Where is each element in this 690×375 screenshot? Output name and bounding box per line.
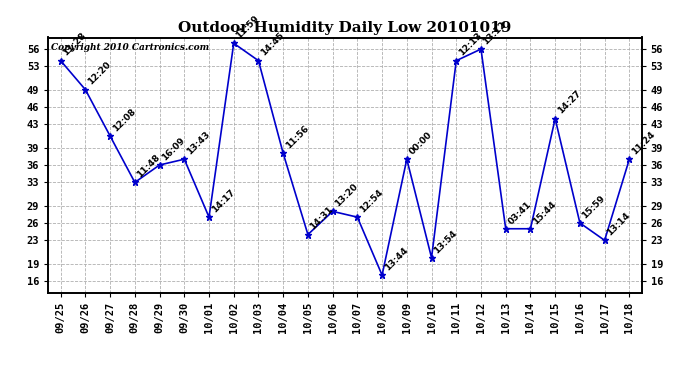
Text: 13:12: 13:12 xyxy=(482,20,508,46)
Text: 14:31: 14:31 xyxy=(308,205,335,232)
Text: 12:20: 12:20 xyxy=(86,60,112,87)
Text: 15:59: 15:59 xyxy=(580,194,607,220)
Title: Outdoor Humidity Daily Low 20101019: Outdoor Humidity Daily Low 20101019 xyxy=(178,21,512,35)
Text: 11:59: 11:59 xyxy=(235,14,261,40)
Text: 12:54: 12:54 xyxy=(358,188,384,214)
Text: 13:43: 13:43 xyxy=(185,130,212,156)
Text: 14:27: 14:27 xyxy=(555,89,582,116)
Text: 14:17: 14:17 xyxy=(210,188,237,214)
Text: 11:56: 11:56 xyxy=(284,124,310,151)
Text: 13:14: 13:14 xyxy=(605,211,632,238)
Text: 00:00: 00:00 xyxy=(407,130,433,156)
Text: 11:24: 11:24 xyxy=(630,130,657,156)
Text: 13:54: 13:54 xyxy=(432,228,459,255)
Text: 13:44: 13:44 xyxy=(383,246,409,272)
Text: 15:44: 15:44 xyxy=(531,199,558,226)
Text: 16:09: 16:09 xyxy=(160,136,187,162)
Text: 11:48: 11:48 xyxy=(135,153,162,180)
Text: 12:08: 12:08 xyxy=(110,107,137,133)
Text: 11:28: 11:28 xyxy=(61,31,88,58)
Text: 13:20: 13:20 xyxy=(333,182,359,209)
Text: 12:13: 12:13 xyxy=(457,31,484,58)
Text: 14:45: 14:45 xyxy=(259,31,286,58)
Text: 03:41: 03:41 xyxy=(506,200,533,226)
Text: Copyright 2010 Cartronics.com: Copyright 2010 Cartronics.com xyxy=(51,43,209,52)
